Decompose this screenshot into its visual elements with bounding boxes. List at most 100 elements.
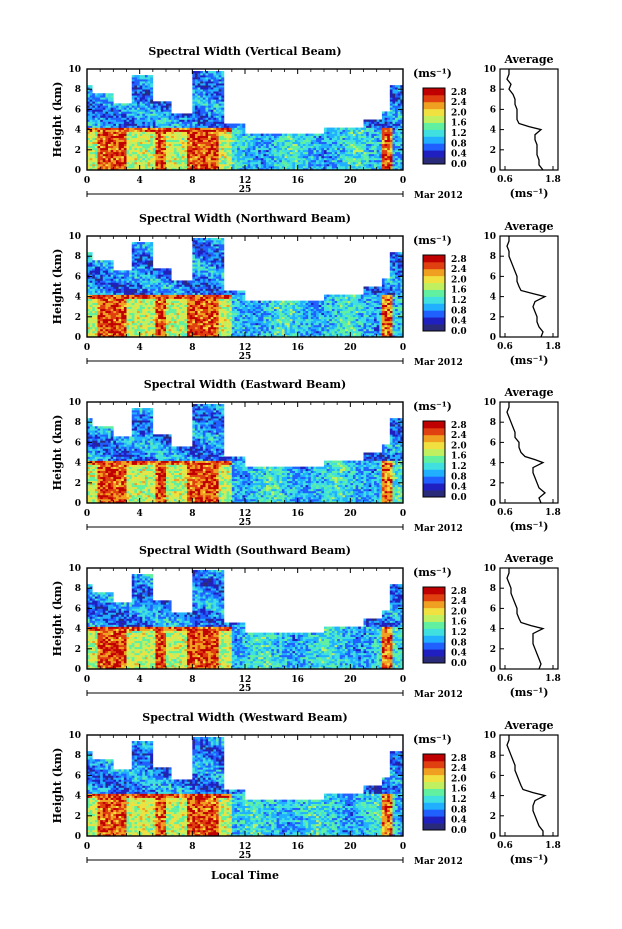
heatmap-cell xyxy=(221,133,225,136)
heatmap-cell xyxy=(150,133,154,136)
heatmap-cell xyxy=(152,324,156,328)
heatmap-cell xyxy=(221,73,225,76)
heatmap-cell xyxy=(302,139,306,143)
heatmap-cell xyxy=(123,165,127,169)
heatmap-cell xyxy=(260,157,264,161)
heatmap-cell xyxy=(166,163,169,167)
heatmap-cell xyxy=(134,332,138,336)
heatmap-cell xyxy=(89,280,93,283)
heatmap-cell xyxy=(300,133,304,136)
heatmap-cell xyxy=(210,151,214,155)
heatmap-cell xyxy=(202,139,206,143)
heatmap-cell xyxy=(150,264,154,267)
heatmap-cell xyxy=(168,320,172,324)
heatmap-cell xyxy=(126,107,130,110)
heatmap-cell xyxy=(89,135,93,138)
heatmap-cell xyxy=(197,73,201,76)
heatmap-cell xyxy=(379,119,383,122)
heatmap-cell xyxy=(221,127,225,130)
heatmap-cell xyxy=(200,73,204,76)
heatmap-cell xyxy=(194,95,198,98)
heatmap-cell xyxy=(192,131,196,134)
heatmap-cell xyxy=(100,310,104,314)
heatmap-cell xyxy=(92,111,96,114)
heatmap-cell xyxy=(155,332,159,336)
heatmap-cell xyxy=(137,266,140,269)
heatmap-cell xyxy=(97,322,101,326)
heatmap-cell xyxy=(105,119,109,122)
heatmap-cell xyxy=(194,117,198,120)
heatmap-cell xyxy=(389,117,393,120)
heatmap-cell xyxy=(155,149,159,153)
heatmap-cell xyxy=(297,163,301,167)
heatmap-cell xyxy=(179,145,183,149)
heatmap-cell xyxy=(118,318,122,322)
heatmap-cell xyxy=(368,157,372,161)
heatmap-cell xyxy=(139,316,143,320)
heatmap-cell xyxy=(105,153,109,157)
heatmap-cell xyxy=(216,127,219,130)
heatmap-cell xyxy=(368,123,372,126)
heatmap-cell xyxy=(218,143,222,147)
x-tick-label: 8 xyxy=(189,176,195,186)
heatmap-cell xyxy=(102,310,106,314)
heatmap-cell xyxy=(94,260,98,263)
heatmap-cell xyxy=(216,167,219,171)
heatmap-cell xyxy=(144,123,148,126)
heatmap-cell xyxy=(202,97,206,100)
heatmap-cell xyxy=(337,151,341,155)
heatmap-cell xyxy=(150,322,154,326)
heatmap-cell xyxy=(221,125,225,128)
heatmap-cell xyxy=(324,167,327,171)
heatmap-cell xyxy=(210,139,214,143)
heatmap-cell xyxy=(139,308,143,312)
heatmap-cell xyxy=(200,137,204,140)
heatmap-cell xyxy=(163,143,167,147)
heatmap-cell xyxy=(360,155,364,159)
heatmap-cell xyxy=(223,139,227,143)
heatmap-cell xyxy=(205,115,209,118)
heatmap-cell xyxy=(173,302,177,305)
heatmap-cell xyxy=(197,161,201,165)
heatmap-cell xyxy=(115,282,119,285)
heatmap-cell xyxy=(150,326,154,330)
heatmap-cell xyxy=(134,127,138,130)
heatmap-cell xyxy=(163,163,167,167)
heatmap-cell xyxy=(247,137,251,140)
heatmap-cell xyxy=(97,121,101,124)
heatmap-cell xyxy=(134,167,138,171)
heatmap-cell xyxy=(155,322,159,326)
heatmap-cell xyxy=(94,270,98,273)
heatmap-cell xyxy=(171,143,175,147)
heatmap-cell xyxy=(295,145,298,149)
heatmap-cell xyxy=(150,159,154,163)
heatmap-cell xyxy=(305,161,309,165)
heatmap-cell xyxy=(213,147,217,151)
heatmap-cell xyxy=(123,125,127,128)
heatmap-cell xyxy=(139,123,143,126)
heatmap-cell xyxy=(87,105,90,108)
heatmap-cell xyxy=(108,147,111,151)
heatmap-cell xyxy=(102,125,106,128)
heatmap-cell xyxy=(366,167,370,171)
heatmap-cell xyxy=(281,145,285,149)
heatmap-cell xyxy=(150,123,154,126)
heatmap-cell xyxy=(239,125,243,128)
heatmap-cell xyxy=(118,153,122,157)
heatmap-cell xyxy=(218,101,222,104)
heatmap-cell xyxy=(305,165,309,169)
heatmap-cell xyxy=(121,133,125,136)
heatmap-cell xyxy=(137,298,140,301)
heatmap-cell xyxy=(142,131,146,134)
heatmap-cell xyxy=(374,119,377,122)
heatmap-cell xyxy=(102,290,106,293)
heatmap-cell xyxy=(89,332,93,336)
heatmap-cell xyxy=(118,103,122,106)
heatmap-cell xyxy=(171,314,175,318)
heatmap-cell xyxy=(131,244,135,247)
heatmap-cell xyxy=(321,133,325,136)
heatmap-cell xyxy=(108,99,111,102)
heatmap-cell xyxy=(360,147,364,151)
heatmap-cell xyxy=(263,151,267,155)
heatmap-cell xyxy=(166,151,169,155)
